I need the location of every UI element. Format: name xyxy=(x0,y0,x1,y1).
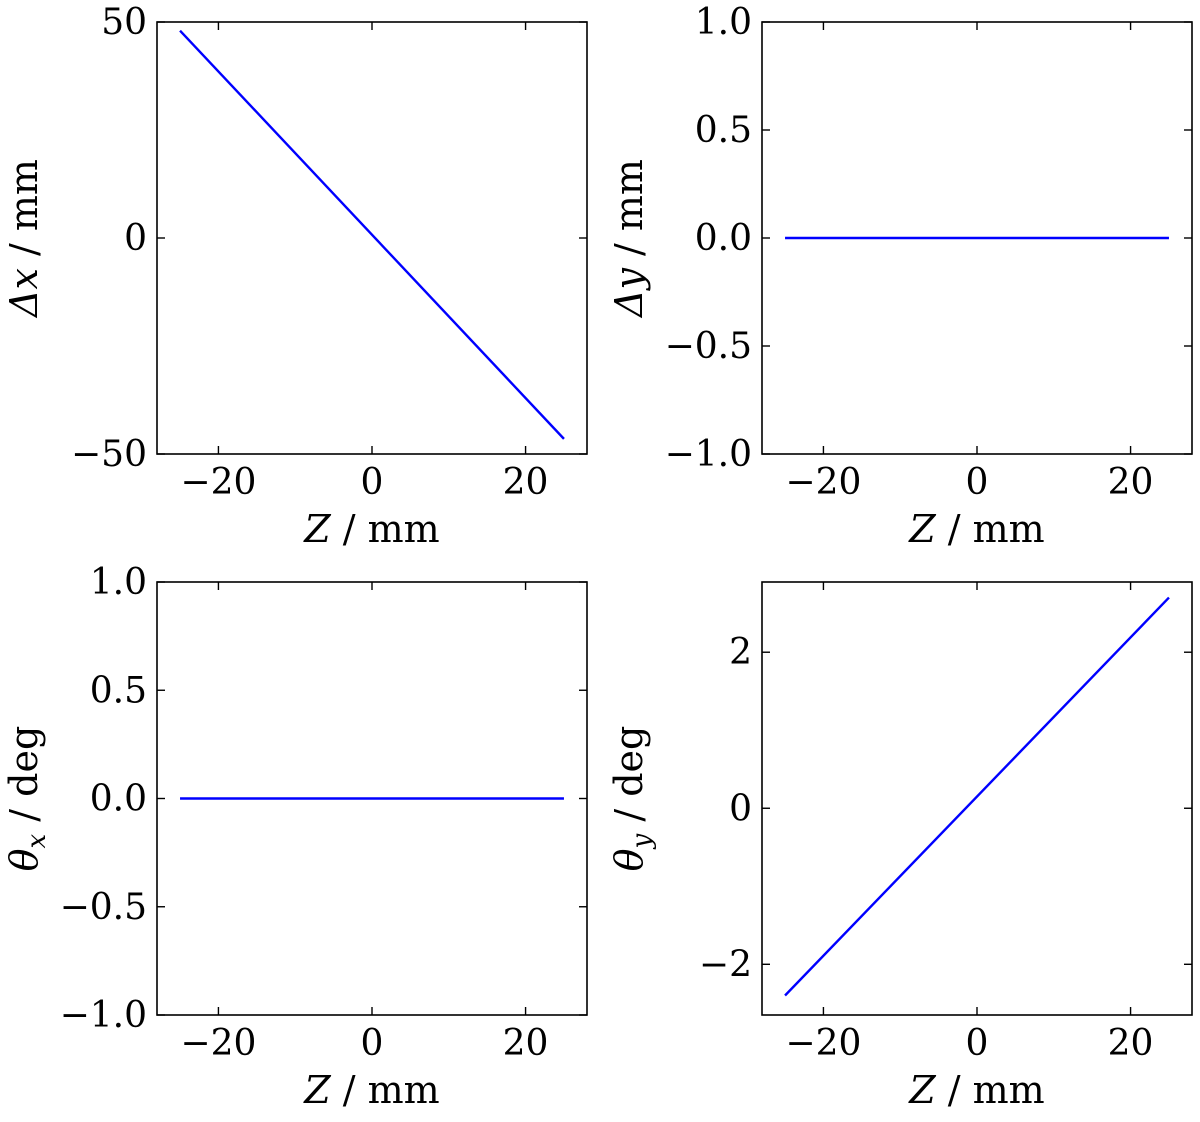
x-tick-label: 20 xyxy=(1108,1023,1154,1064)
y-axis-label-unit: / mm xyxy=(607,159,651,268)
y-axis-label: Δy / mm xyxy=(607,159,651,319)
y-tick-label: 0 xyxy=(729,788,752,829)
y-axis-label-variable: θ xyxy=(607,848,651,871)
y-axis-label: θx / deg xyxy=(2,726,52,872)
x-tick-label: 0 xyxy=(361,1023,384,1064)
x-tick-label: −20 xyxy=(785,1023,861,1064)
y-tick-label: 0.0 xyxy=(90,779,147,820)
x-tick-label: −20 xyxy=(180,462,256,503)
series-line xyxy=(179,29,565,440)
y-tick-label: −1.0 xyxy=(60,995,147,1036)
y-tick-label: −0.5 xyxy=(665,326,752,367)
y-tick-label: 0.5 xyxy=(90,670,147,711)
x-tick-label: 20 xyxy=(1108,462,1154,503)
x-axis-label-variable: Z xyxy=(303,507,331,551)
x-axis-label-unit: / mm xyxy=(331,1068,440,1112)
y-tick-label: −2 xyxy=(699,944,752,985)
x-tick-label: −20 xyxy=(180,1023,256,1064)
x-tick-label: 0 xyxy=(966,462,989,503)
x-axis-label: Z / mm xyxy=(303,507,439,551)
y-tick-label: −0.5 xyxy=(60,887,147,928)
x-axis-label-unit: / mm xyxy=(331,507,440,551)
x-axis-label: Z / mm xyxy=(303,1068,439,1112)
x-axis-label-variable: Z xyxy=(303,1068,331,1112)
y-axis-label-unit: / deg xyxy=(2,726,46,834)
series-line xyxy=(784,596,1170,997)
y-axis-label-subscript: x xyxy=(22,833,52,848)
y-tick-label: 1.0 xyxy=(90,562,147,603)
x-tick-label: 0 xyxy=(966,1023,989,1064)
y-axis-label-unit: / mm xyxy=(2,159,46,268)
y-tick-label: 1.0 xyxy=(695,2,752,43)
y-axis-label-variable: θ xyxy=(2,848,46,871)
y-tick-label: −1.0 xyxy=(665,434,752,475)
plot-frame xyxy=(761,581,1193,1016)
y-tick-label: 2 xyxy=(729,632,752,673)
plot-frame xyxy=(156,21,588,455)
x-axis-label-unit: / mm xyxy=(936,507,1045,551)
x-axis-label: Z / mm xyxy=(908,1068,1044,1112)
y-tick-label: 0.0 xyxy=(695,218,752,259)
y-axis-label-subscript: y xyxy=(627,833,657,849)
y-tick-label: −50 xyxy=(71,434,147,475)
y-axis-label-variable: Δx xyxy=(2,268,46,319)
panel-3: −20 0 20 −1.0 −0.5 0.0 0.5 1.0 Z / mm θx / deg xyxy=(2,562,588,1112)
y-axis-label-unit: / deg xyxy=(607,726,651,834)
x-tick-label: 0 xyxy=(361,462,384,503)
y-axis-label-variable: Δy xyxy=(607,268,651,319)
x-tick-label: −20 xyxy=(785,462,861,503)
y-axis-label: θy / deg xyxy=(607,726,657,872)
x-tick-label: 20 xyxy=(503,1023,549,1064)
x-axis-label-unit: / mm xyxy=(936,1068,1045,1112)
y-tick-label: 0.5 xyxy=(695,110,752,151)
x-axis-label: Z / mm xyxy=(908,507,1044,551)
y-tick-label: 50 xyxy=(101,2,147,43)
x-axis-label-variable: Z xyxy=(908,507,936,551)
x-axis-label-variable: Z xyxy=(908,1068,936,1112)
x-tick-label: 20 xyxy=(503,462,549,503)
y-tick-label: 0 xyxy=(124,218,147,259)
y-axis-label: Δx / mm xyxy=(2,159,46,319)
